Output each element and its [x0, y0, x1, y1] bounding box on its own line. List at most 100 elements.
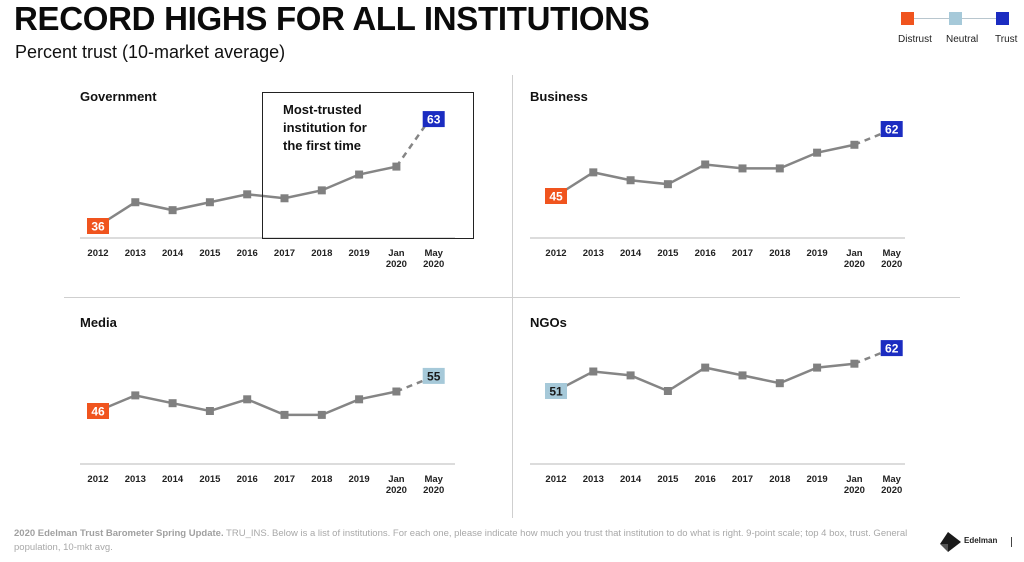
- x-tick-label-line: 2020: [881, 485, 902, 496]
- series-dashed-segment: [853, 349, 887, 365]
- data-point-marker: [317, 410, 326, 419]
- data-point-marker: [355, 170, 364, 179]
- legend: Distrust Neutral Trust: [893, 8, 1023, 48]
- data-point-marker: [775, 379, 784, 388]
- series-line: [555, 143, 855, 198]
- data-label-first-box: [87, 403, 109, 419]
- data-point-marker: [589, 367, 598, 376]
- x-tick-label-line: 2012: [545, 248, 566, 259]
- data-point-marker: [813, 363, 822, 372]
- x-tick-label: 2014: [162, 248, 184, 259]
- x-tick-label-line: 2020: [881, 259, 902, 270]
- x-tick-label-line: 2017: [274, 248, 295, 259]
- x-tick-label: May 2020: [423, 248, 444, 270]
- data-label-first-box: [545, 188, 567, 204]
- x-tick-label: 2016: [237, 248, 258, 259]
- x-tick-label-line: 2020: [386, 485, 407, 496]
- x-tick-label-line: 2017: [732, 248, 753, 259]
- x-tick-label-line: Jan: [846, 248, 863, 259]
- x-tick-label-line: May: [424, 248, 443, 259]
- x-tick-label-line: 2019: [807, 248, 828, 259]
- x-tick-label: 2019: [349, 248, 370, 259]
- x-tick-label: 2017: [274, 474, 295, 485]
- x-tick-label-line: 2013: [125, 474, 146, 485]
- data-point-marker: [243, 190, 252, 199]
- x-tick-label-line: 2015: [657, 248, 679, 259]
- x-tick-label-line: 2015: [199, 248, 221, 259]
- series-dashed-segment: [395, 121, 429, 168]
- data-point-marker: [663, 387, 672, 395]
- vertical-divider: [512, 75, 513, 518]
- data-point-marker: [738, 164, 747, 173]
- legend-swatch-trust: [996, 12, 1009, 25]
- page-title: RECORD HIGHS FOR ALL INSTITUTIONS: [14, 0, 650, 37]
- x-tick-label-line: 2013: [125, 248, 146, 259]
- x-tick-label-line: 2012: [87, 474, 108, 485]
- x-tick-label-line: 2016: [237, 474, 258, 485]
- chart-business: Business 2012 2013 2014 2015 2016 2017 2018 201…: [513, 80, 933, 280]
- legend-swatch-distrust: [901, 12, 914, 25]
- x-tick-label-line: May: [882, 474, 901, 485]
- chart-media: Media 2012 2013 2014 2015 2016 2017 2018 2019 Ja…: [63, 300, 483, 500]
- x-tick-label-line: 2014: [620, 248, 642, 259]
- data-label-first-box: [545, 383, 567, 399]
- data-point-marker: [205, 198, 214, 207]
- chart-title: NGOs: [530, 315, 567, 330]
- chart-title: Media: [80, 315, 117, 330]
- data-point-marker: [131, 198, 140, 207]
- x-tick-label-line: 2015: [657, 474, 679, 485]
- data-point-marker: [280, 194, 289, 203]
- data-point-marker: [701, 363, 710, 372]
- logo-divider: [1011, 537, 1012, 547]
- x-tick-label-line: 2014: [620, 474, 642, 485]
- data-point-marker: [738, 371, 747, 380]
- x-tick-label: 2015: [657, 248, 679, 259]
- x-tick-label: May 2020: [881, 474, 902, 496]
- data-label-last-box: [422, 367, 445, 384]
- data-label-last-box: [880, 121, 903, 138]
- x-tick-label-line: 2018: [769, 474, 790, 485]
- x-tick-label-line: 2017: [732, 474, 753, 485]
- chart-title: Government: [80, 89, 157, 104]
- x-tick-label: 2014: [620, 474, 642, 485]
- x-tick-label-line: 2015: [199, 474, 221, 485]
- data-label-last: 63: [427, 113, 441, 127]
- x-tick-label: 2013: [583, 474, 604, 485]
- edelman-logo-text: Edelman: [964, 536, 998, 545]
- footer-source-text: TRU_INS. Below is a list of institutions…: [14, 528, 908, 553]
- x-tick-label: 2018: [311, 248, 332, 259]
- x-tick-label-line: 2020: [423, 485, 444, 496]
- legend-swatch-neutral: [949, 12, 962, 25]
- x-tick-label: 2015: [199, 248, 221, 259]
- legend-label-neutral: Neutral: [946, 34, 979, 45]
- data-point-marker: [775, 164, 784, 173]
- x-tick-label: 2012: [545, 248, 566, 259]
- x-tick-label: 2019: [349, 474, 370, 485]
- data-label-last: 62: [885, 123, 899, 137]
- x-tick-label-line: 2016: [695, 474, 716, 485]
- x-tick-label-line: 2020: [386, 259, 407, 270]
- x-tick-label-line: 2017: [274, 474, 295, 485]
- x-tick-label: 2019: [807, 248, 828, 259]
- legend-label-distrust: Distrust: [898, 34, 932, 45]
- data-point-marker: [317, 186, 326, 195]
- x-tick-label-line: 2013: [583, 248, 604, 259]
- x-tick-label-line: 2018: [311, 248, 332, 259]
- x-tick-label: 2016: [695, 248, 716, 259]
- data-point-marker: [168, 399, 177, 408]
- x-tick-label: 2017: [732, 248, 753, 259]
- data-point-marker: [280, 410, 289, 419]
- x-tick-label-line: 2016: [695, 248, 716, 259]
- data-point-marker: [663, 180, 672, 189]
- data-label-first: 51: [549, 385, 563, 399]
- x-tick-label-line: 2014: [162, 474, 184, 485]
- x-tick-label-line: 2018: [769, 248, 790, 259]
- x-tick-label-line: 2019: [349, 248, 370, 259]
- x-tick-label: 2018: [311, 474, 332, 485]
- x-tick-label-line: 2012: [545, 474, 566, 485]
- x-tick-label-line: 2012: [87, 248, 108, 259]
- data-label-last-box: [422, 111, 445, 128]
- data-point-marker: [626, 176, 635, 185]
- x-tick-label: Jan 2020: [844, 248, 865, 270]
- x-tick-label: 2015: [199, 474, 221, 485]
